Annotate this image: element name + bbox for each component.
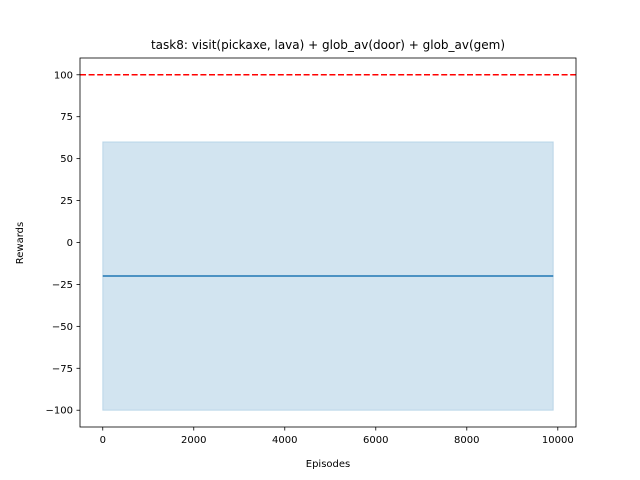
plot-area: [80, 74, 576, 411]
y-tick-label: −25: [52, 280, 73, 291]
chart-title: task8: visit(pickaxe, lava) + glob_av(do…: [151, 38, 505, 52]
x-tick-label: 6000: [363, 435, 388, 446]
y-tick-label: −100: [46, 406, 73, 417]
x-tick-label: 2000: [181, 435, 206, 446]
x-tick-label: 4000: [272, 435, 297, 446]
y-tick-label: 0: [67, 238, 73, 249]
y-tick-label: −75: [52, 364, 73, 375]
y-axis-label: Rewards: [15, 222, 26, 264]
y-tick-label: 100: [54, 70, 73, 81]
y-tick-label: 50: [60, 154, 73, 165]
y-tick-label: 75: [60, 112, 73, 123]
y-tick-label: 25: [60, 196, 73, 207]
y-tick-label: −50: [52, 322, 73, 333]
x-axis-label: Episodes: [306, 459, 350, 470]
axes: 0 2000 4000 6000 8000 10000 −100 −75 −50 −25 0 25 50…: [46, 57, 577, 446]
x-tick-label: 8000: [454, 435, 479, 446]
x-tick-label: 0: [100, 435, 106, 446]
x-tick-label: 10000: [542, 435, 574, 446]
